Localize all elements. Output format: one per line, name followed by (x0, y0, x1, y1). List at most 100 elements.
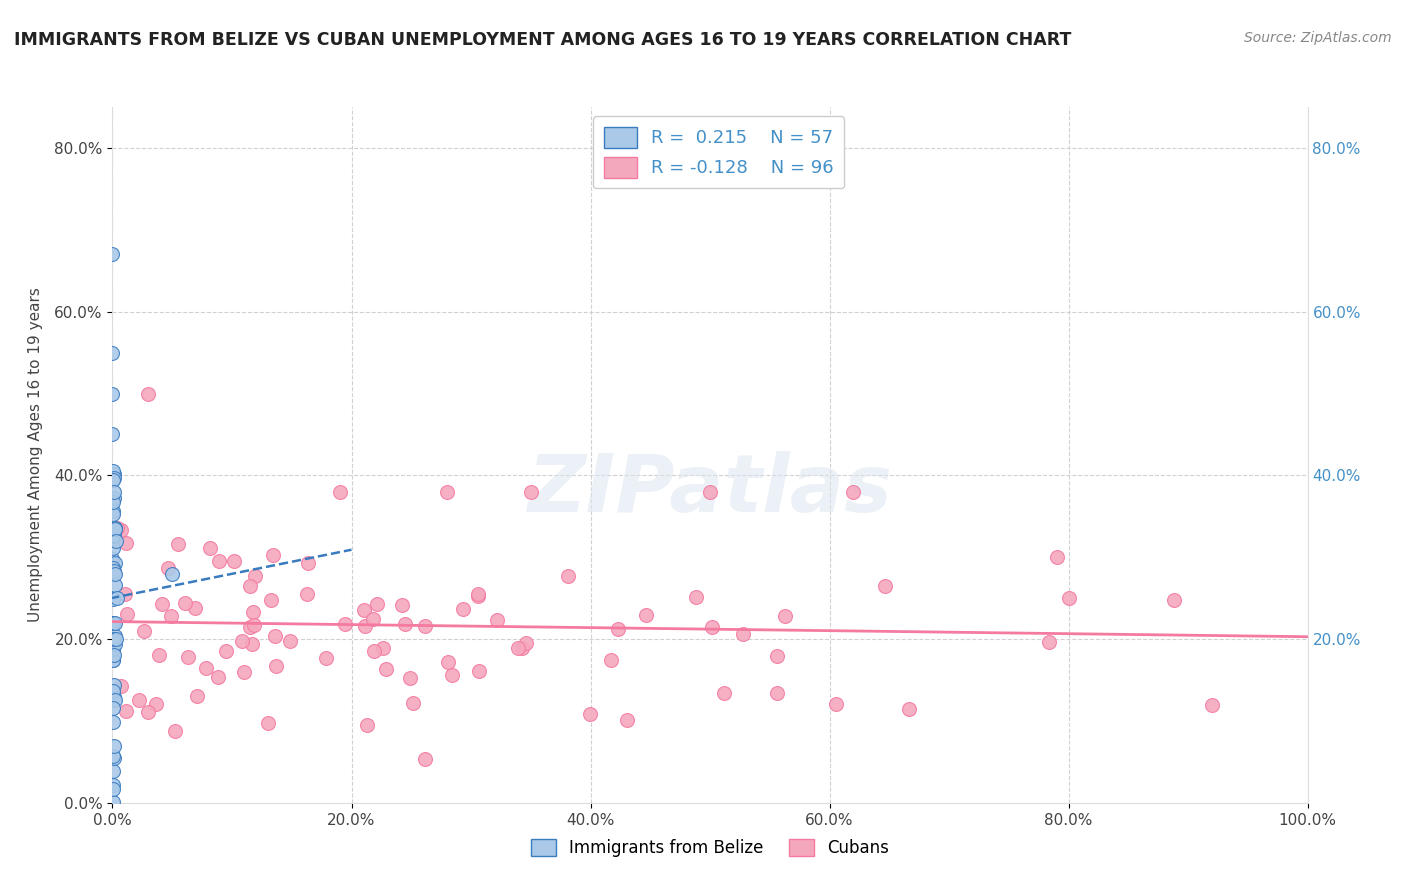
Point (600, 652, 623, 666)
Point (110, 523, 132, 537)
Point (634, 607, 657, 622)
Point (101, 386, 124, 401)
Point (295, 587, 318, 601)
Point (208, 553, 231, 567)
Point (157, 561, 180, 575)
Point (440, 667, 463, 681)
Point (103, 529, 125, 543)
Point (257, 715, 280, 730)
Point (104, 615, 127, 630)
Point (105, 632, 128, 646)
Point (579, 707, 602, 722)
Point (1201, 698, 1223, 712)
Point (101, 690, 124, 704)
Point (451, 601, 474, 615)
Point (103, 522, 125, 536)
Point (520, 484, 543, 499)
Point (115, 607, 138, 621)
Point (297, 557, 319, 571)
Point (104, 637, 127, 651)
Point (413, 752, 436, 766)
Point (467, 587, 489, 601)
Point (467, 589, 489, 603)
Point (103, 564, 125, 578)
Point (238, 620, 260, 634)
Point (101, 637, 124, 651)
Point (101, 464, 124, 478)
Point (103, 739, 125, 753)
Point (136, 705, 159, 719)
Point (128, 693, 150, 707)
Point (195, 661, 218, 675)
Point (103, 690, 125, 704)
Point (138, 386, 160, 401)
Point (101, 552, 124, 566)
Point (242, 605, 264, 619)
Point (101, 633, 124, 648)
Point (366, 597, 388, 611)
Point (437, 655, 460, 669)
Point (103, 491, 125, 505)
Point (114, 535, 136, 549)
Point (101, 473, 124, 487)
Point (231, 633, 253, 648)
Point (101, 615, 124, 630)
Point (557, 569, 579, 583)
Point (101, 795, 124, 809)
Point (101, 616, 124, 631)
Point (101, 748, 124, 763)
Point (103, 641, 125, 656)
Point (699, 484, 721, 499)
Point (897, 701, 920, 715)
Point (103, 632, 125, 647)
Point (104, 520, 127, 534)
Point (356, 718, 378, 732)
Point (773, 609, 796, 624)
Point (467, 664, 489, 678)
Point (101, 615, 124, 630)
Point (107, 521, 129, 535)
Point (173, 597, 195, 611)
Point (607, 622, 630, 636)
Point (616, 713, 638, 727)
Point (134, 624, 156, 638)
Point (103, 678, 125, 692)
Point (103, 561, 125, 575)
Point (262, 549, 284, 563)
Point (150, 597, 173, 611)
Point (103, 764, 125, 778)
Point (115, 704, 138, 718)
Point (353, 619, 375, 633)
Point (167, 537, 190, 551)
Point (1163, 592, 1185, 607)
Point (239, 579, 262, 593)
Point (731, 627, 754, 641)
Point (875, 579, 897, 593)
Point (101, 684, 124, 698)
Point (104, 629, 127, 643)
Point (436, 484, 458, 499)
Point (160, 609, 183, 624)
Text: Source: ZipAtlas.com: Source: ZipAtlas.com (1244, 31, 1392, 45)
Point (685, 590, 707, 604)
Point (363, 612, 385, 626)
Point (240, 637, 263, 651)
Point (104, 566, 127, 581)
Point (825, 697, 848, 711)
Point (842, 484, 865, 499)
Point (243, 618, 266, 632)
Point (103, 557, 125, 571)
Point (222, 554, 245, 568)
Point (103, 648, 125, 663)
Point (766, 648, 789, 663)
Point (103, 750, 125, 764)
Point (1038, 635, 1060, 649)
Point (329, 484, 352, 499)
Point (103, 522, 125, 536)
Y-axis label: Unemployment Among Ages 16 to 19 years: Unemployment Among Ages 16 to 19 years (28, 287, 44, 623)
Point (486, 613, 509, 627)
Point (177, 650, 200, 665)
Point (163, 724, 186, 739)
Point (104, 692, 127, 706)
Point (162, 566, 183, 581)
